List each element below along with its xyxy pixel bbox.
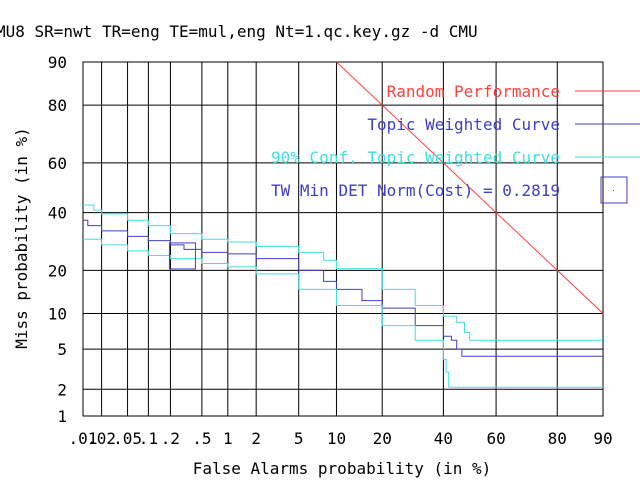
x-tick-label: 10 <box>327 429 346 448</box>
x-tick-label: .05 <box>113 429 142 448</box>
x-tick-label: 1 <box>223 429 233 448</box>
series-line-2 <box>83 204 603 341</box>
y-tick-label: 20 <box>48 261 67 280</box>
x-tick-label: .02 <box>87 429 116 448</box>
series-line-1 <box>83 219 603 357</box>
x-tick-label: 2 <box>251 429 261 448</box>
legend-label-0: Random Performance <box>387 82 560 101</box>
y-tick-label: 40 <box>48 204 67 223</box>
y-tick-label: 1 <box>57 407 67 426</box>
x-tick-label: 40 <box>434 429 453 448</box>
y-tick-label: 2 <box>57 380 67 399</box>
x-tick-label: .1 <box>139 429 158 448</box>
y-axis-label: Miss probability (in %) <box>12 127 31 349</box>
x-tick-label: 5 <box>294 429 304 448</box>
x-tick-label: 60 <box>486 429 505 448</box>
y-tick-label: 10 <box>48 304 67 323</box>
x-tick-labels: .01.02.05.1.2 .5 1 2 5 10 20 40 60 80 90 <box>69 429 613 448</box>
x-tick-label: 90 <box>593 429 612 448</box>
series-layer <box>83 62 603 388</box>
legend-swatch-3 <box>600 176 628 204</box>
x-axis-label: False Alarms probability (in %) <box>193 459 492 478</box>
y-tick-label: 60 <box>48 154 67 173</box>
chart-title: MU8 SR=nwt TR=eng TE=mul,eng Nt=1.qc.key… <box>0 22 478 41</box>
series-line-0 <box>336 62 603 314</box>
y-tick-labels: 1 2 5 10 20 40 60 80 90 <box>48 53 67 426</box>
x-tick-label: .2 <box>161 429 180 448</box>
x-tick-label: 20 <box>373 429 392 448</box>
legend-label-3: TW Min DET Norm(Cost) = 0.2819 <box>271 181 560 200</box>
legend-label-1: Topic Weighted Curve <box>367 115 560 134</box>
grid <box>82 61 604 417</box>
y-tick-label: 90 <box>48 53 67 72</box>
legend-label-2: 90% Conf. Topic Weighted Curve <box>271 148 560 167</box>
x-tick-label: .01 <box>69 429 98 448</box>
x-tick-label: 80 <box>548 429 567 448</box>
series-line-3 <box>83 238 603 388</box>
min-det-marker <box>168 242 196 270</box>
y-tick-label: 80 <box>48 96 67 115</box>
legend: Random Performance Topic Weighted Curve 90… <box>271 82 640 204</box>
x-tick-label: .5 <box>192 429 211 448</box>
y-tick-label: 5 <box>57 340 67 359</box>
legend-swatch-dot <box>613 190 614 191</box>
